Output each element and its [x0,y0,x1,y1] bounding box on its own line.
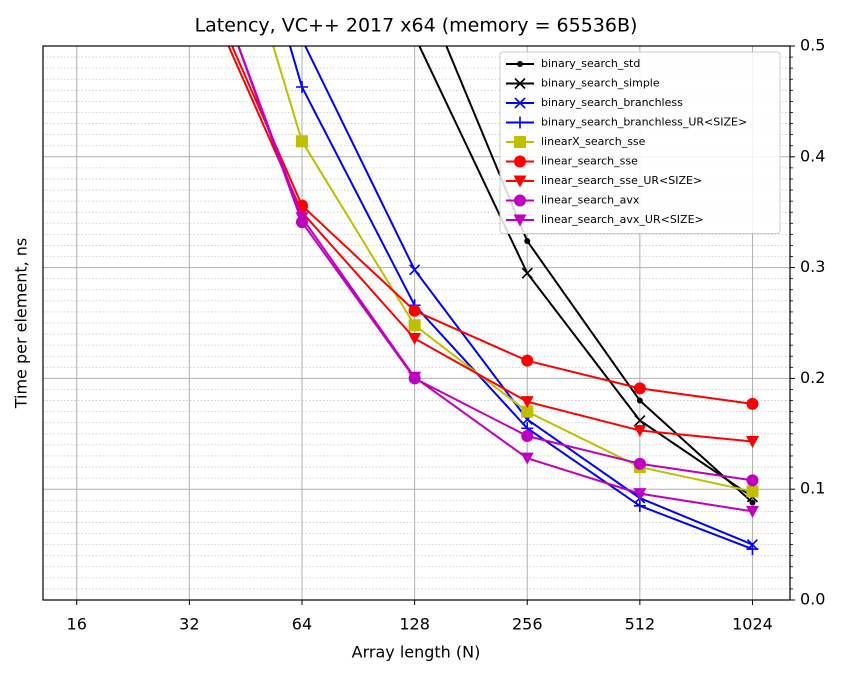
axes: 0.0 0.1 0.2 0.3 0.4 0.5 16 32 64 128 256 512 1024 [67,36,826,634]
x-axis-label: Array length (N) [352,643,481,662]
marker [636,397,643,404]
legend: binary_search_std binary_search_simplebin… [499,51,781,234]
x-tick-label: 64 [292,615,312,634]
marker [745,505,759,518]
marker [295,212,309,225]
series-line [418,46,754,498]
legend-label: binary_search_branchless [541,96,683,109]
series-line [272,46,753,493]
legend-label: linear_search_avx [541,194,640,207]
y-tick-label: 0.0 [800,590,825,609]
x-tick-label: 256 [512,615,543,634]
legend-label: linear_search_sse_UR<SIZE> [541,174,702,187]
marker [514,194,526,207]
marker [633,499,646,512]
x-tick-label: 16 [67,615,87,634]
marker [295,135,308,148]
legend-label: binary_search_simple [541,77,660,90]
series-line [445,46,754,504]
marker [521,267,533,279]
legend-label: linearX_search_sse [541,135,646,148]
series-line [230,46,753,405]
y-tick-label: 0.4 [800,146,825,165]
marker [746,397,759,410]
y-tick-label: 0.2 [800,368,825,387]
legend-label: binary_search_branchless_UR<SIZE> [541,116,747,129]
marker [746,543,759,556]
series-line [237,46,753,482]
series-line [237,46,753,513]
marker [521,354,534,367]
y-tick-label: 0.3 [800,257,825,276]
x-tick-label: 512 [625,615,656,634]
marker [521,405,534,418]
y-tick-label: 0.5 [800,36,825,55]
x-tick-label: 128 [399,615,430,634]
marker [408,333,422,346]
marker [514,97,526,109]
chart-title: Latency, VC++ 2017 x64 (memory = 65536B) [195,15,638,37]
marker [749,499,756,506]
marker [514,77,526,90]
marker [514,155,526,168]
marker [408,371,422,384]
marker [633,457,646,470]
marker [517,61,523,67]
marker [520,452,534,465]
x-tick-label: 32 [179,615,199,634]
marker [514,116,526,129]
y-axis-label: Time per element, ns [12,238,31,410]
y-tick-label: 0.1 [800,479,825,498]
marker [746,485,759,498]
marker [524,238,531,245]
legend-label: linear_search_avx_UR<SIZE> [541,213,704,226]
marker [513,175,527,188]
legend-label: linear_search_sse [541,155,638,168]
plot-area [227,46,759,556]
marker [746,474,759,487]
marker [633,488,647,501]
marker [295,80,308,93]
marker [409,264,421,276]
marker [513,214,527,227]
marker [408,304,421,317]
legend-box [499,51,781,234]
series-line [288,46,753,550]
marker [633,424,647,437]
marker [521,430,534,443]
x-tick-label: 1024 [732,615,773,634]
marker [633,382,646,395]
marker [408,319,421,332]
series-line [304,46,753,546]
marker [520,396,534,409]
marker [634,414,646,427]
legend-label: binary_search_std [541,57,640,70]
marker [745,436,759,449]
marker [514,136,526,148]
